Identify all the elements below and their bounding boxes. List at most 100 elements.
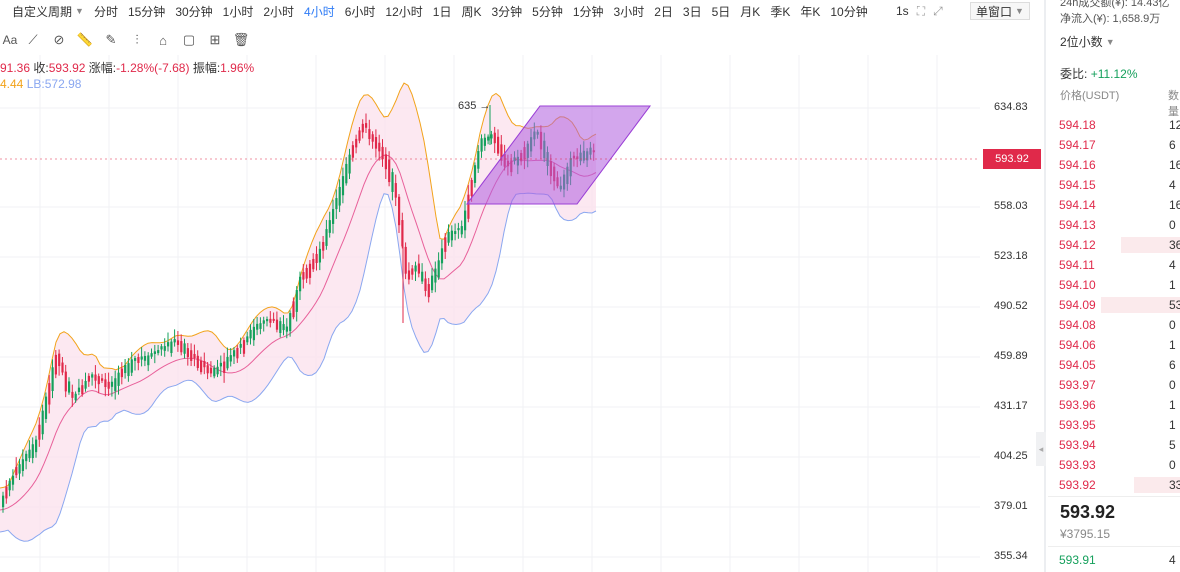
candle-body [183, 343, 186, 354]
ray-tool-icon[interactable]: ⟋ [28, 32, 38, 47]
period-button[interactable]: 周K [461, 4, 482, 19]
ask-price: 594.18 [1059, 118, 1096, 132]
period-button[interactable]: 分时 [93, 4, 118, 19]
period-button[interactable]: 2小时 [263, 4, 295, 19]
period-button[interactable]: 12小时 [385, 4, 423, 19]
period-button[interactable]: 月K [740, 4, 761, 19]
ask-row[interactable]: 594.17 6 [1048, 135, 1180, 155]
ask-qty: 1 [1169, 278, 1176, 292]
candle-body [143, 355, 147, 361]
price-column-header: 价格(USDT) [1060, 90, 1120, 102]
bid-row[interactable]: 593.91 4 [1048, 550, 1180, 570]
candle-body [473, 165, 477, 183]
ask-row[interactable]: 593.94 5 [1048, 435, 1180, 455]
current-price-tag: 593.92 [983, 149, 1041, 169]
candle-body [272, 318, 275, 321]
candle-body [421, 271, 424, 282]
candle-body [394, 183, 397, 198]
period-button[interactable]: 1分钟 [572, 4, 604, 19]
candle-body [127, 363, 130, 377]
ask-row[interactable]: 594.12 36 [1048, 235, 1180, 255]
close-label: 收: [33, 61, 49, 75]
trash-icon[interactable]: 🗑 [232, 32, 250, 47]
candle-body [242, 340, 246, 354]
candle-body [94, 374, 97, 381]
period-button[interactable]: 6小时 [344, 4, 376, 19]
candle-body [229, 355, 232, 362]
period-button[interactable]: 季K [770, 4, 791, 19]
ask-row[interactable]: 594.16 16 [1048, 155, 1180, 175]
ask-row[interactable]: 594.05 6 [1048, 355, 1180, 375]
interval-1s-button[interactable]: 1s [896, 4, 909, 18]
window-mode-select[interactable]: 单窗口 ▼ [970, 2, 1030, 20]
period-button[interactable]: 1小时 [222, 4, 254, 19]
candle-body [467, 194, 470, 219]
candle-body [256, 323, 259, 330]
candle-body [358, 130, 361, 141]
ask-row[interactable]: 594.09 53 [1048, 295, 1180, 315]
collapse-handle-icon[interactable]: ◂ [1036, 432, 1046, 466]
note-tool-icon[interactable]: ⌂ [159, 32, 167, 48]
ask-row[interactable]: 594.14 16 [1048, 195, 1180, 215]
period-button[interactable]: 5日 [711, 4, 731, 19]
ask-row[interactable]: 594.13 0 [1048, 215, 1180, 235]
net-inflow: 净流入(¥): 1,658.9万 [1060, 13, 1161, 25]
candle-body [61, 362, 64, 373]
period-button[interactable]: 10分钟 [830, 4, 868, 19]
period-button[interactable]: 1日 [432, 4, 452, 19]
ask-row[interactable]: 593.96 1 [1048, 395, 1180, 415]
ask-row[interactable]: 593.92 33 [1048, 475, 1180, 495]
period-button[interactable]: 15分钟 [127, 4, 166, 19]
pen-tool-icon[interactable]: ✎ [105, 32, 117, 47]
candle-body [226, 356, 229, 369]
ask-row[interactable]: 593.93 0 [1048, 455, 1180, 475]
period-button[interactable]: 4小时 [304, 4, 335, 19]
period-button[interactable]: 30分钟 [175, 4, 213, 19]
segment-tool-icon[interactable]: ⊘ [53, 32, 65, 47]
ask-qty: 16 [1169, 198, 1180, 212]
ask-price: 593.94 [1059, 438, 1096, 452]
custom-period-dropdown[interactable]: 自定义周期 ▼ [0, 3, 89, 20]
ask-row[interactable]: 594.15 4 [1048, 175, 1180, 195]
ask-row[interactable]: 594.11 4 [1048, 255, 1180, 275]
ask-row[interactable]: 594.06 1 [1048, 335, 1180, 355]
candle-body [315, 253, 318, 264]
fib-tool-icon[interactable]: ⫶ [135, 32, 139, 47]
candle-body [170, 341, 173, 354]
period-button[interactable]: 3日 [682, 4, 702, 19]
fullscreen-icon[interactable]: ⛶ [916, 3, 926, 18]
period-button[interactable]: 3分钟 [491, 4, 523, 19]
ask-row[interactable]: 594.10 1 [1048, 275, 1180, 295]
ruler-tool-icon[interactable]: 📏 [76, 32, 94, 47]
divider [1048, 496, 1180, 497]
text-tool-icon[interactable]: Aa [2, 33, 18, 47]
lb-value: 572.98 [44, 77, 82, 91]
ask-price: 594.09 [1059, 298, 1096, 312]
ask-row[interactable]: 593.95 1 [1048, 415, 1180, 435]
period-button[interactable]: 年K [800, 4, 821, 19]
period-button[interactable]: 5分钟 [532, 4, 563, 19]
expand-icon[interactable]: ⤢ [933, 3, 943, 18]
candle-body [15, 466, 18, 476]
candle-body [137, 357, 140, 363]
ask-row[interactable]: 593.97 0 [1048, 375, 1180, 395]
chevron-down-icon: ▼ [75, 6, 84, 16]
candle-body [490, 134, 493, 139]
ask-price: 593.97 [1059, 378, 1096, 392]
ask-qty: 0 [1169, 318, 1176, 332]
ask-row[interactable]: 594.08 0 [1048, 315, 1180, 335]
depth-bar [1134, 477, 1180, 493]
ask-price: 593.96 [1059, 398, 1096, 412]
candle-body [480, 138, 483, 152]
magnet-tool-icon[interactable]: ⊞ [209, 32, 221, 47]
ask-row[interactable]: 594.18 12 [1048, 115, 1180, 135]
period-button[interactable]: 3小时 [613, 4, 645, 19]
candlestick-chart[interactable]: 635 → [0, 55, 980, 572]
precision-dropdown[interactable]: 2位小数 ▼ [1060, 33, 1115, 50]
period-button[interactable]: 2日 [654, 4, 673, 19]
candle-body [282, 324, 285, 331]
candle-body [54, 354, 57, 375]
candle-body [262, 320, 265, 324]
lock-tool-icon[interactable]: ▢ [182, 32, 196, 47]
candle-body [318, 248, 321, 263]
